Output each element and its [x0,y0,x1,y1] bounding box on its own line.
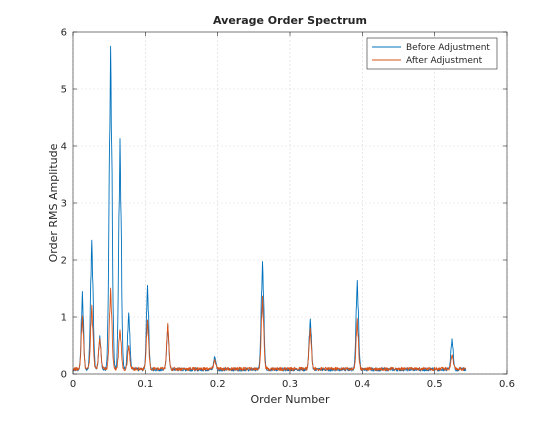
y-axis-label: Order RMS Amplitude [47,143,60,262]
x-tick-label: 0.2 [210,379,226,390]
series-line-after-adjustment [73,287,466,372]
series-layer [73,45,467,372]
legend-label-before: Before Adjustment [406,43,490,53]
x-tick-label: 0.5 [427,379,443,390]
x-axis-label: Order Number [251,393,330,406]
x-tick-label: 0.6 [499,379,515,390]
legend-label-after: After Adjustment [406,56,483,66]
x-tick-label: 0.1 [137,379,153,390]
y-tick-label: 2 [61,256,67,267]
y-tick-label: 6 [61,28,67,39]
x-tick-label: 0 [70,379,76,390]
y-tick-label: 0 [61,370,67,381]
ticks: 0 0.1 0.2 0.3 0.4 0.5 0.6 0 1 2 3 4 5 6 [61,28,515,391]
y-tick-label: 5 [61,85,67,96]
y-tick-label: 1 [61,313,67,324]
chart-title: Average Order Spectrum [213,14,367,27]
legend-box [366,37,498,70]
legend: Before Adjustment After Adjustment [366,37,498,70]
y-tick-label: 4 [61,142,67,153]
y-tick-label: 3 [61,199,67,210]
x-tick-label: 0.4 [354,379,370,390]
x-tick-label: 0.3 [282,379,298,390]
